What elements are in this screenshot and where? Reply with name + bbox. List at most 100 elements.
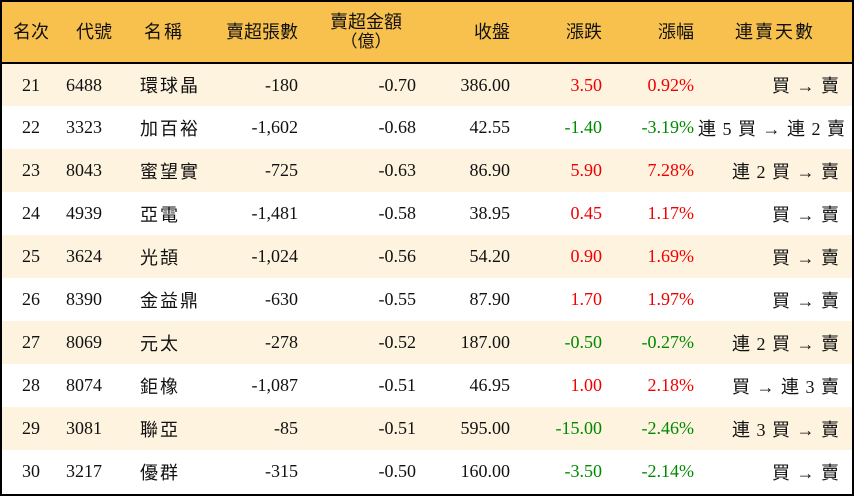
cell-net-sell-amount: -0.70 — [378, 74, 417, 95]
cell-code[interactable]: 8390 — [66, 289, 102, 309]
cell-change: -0.50 — [564, 332, 603, 352]
cell-change: 0.45 — [570, 203, 603, 223]
cell-net-sell-amount: -0.51 — [378, 375, 417, 395]
cell-net-sell-amount: -0.52 — [378, 332, 417, 352]
table-row: 22 3323 加百裕 -1,602 -0.68 42.55 -1.40 -3.… — [2, 106, 852, 149]
cell-change: 1.00 — [570, 375, 603, 395]
cell-name[interactable]: 元太 — [140, 333, 180, 354]
header-net-sell-lots[interactable]: 賣超張數 — [226, 21, 298, 42]
cell-net-sell-amount: -0.63 — [378, 160, 417, 180]
cell-net-sell-amount: -0.68 — [378, 117, 417, 137]
cell-net-sell-amount: -0.51 — [378, 418, 417, 438]
cell-rank: 22 — [22, 117, 40, 137]
cell-streak: 連 2 買 → 賣 — [732, 333, 840, 354]
cell-name[interactable]: 蜜望實 — [140, 161, 200, 182]
cell-code[interactable]: 4939 — [66, 203, 102, 223]
cell-change-pct: -2.14% — [641, 461, 695, 481]
cell-code[interactable]: 8069 — [66, 332, 102, 352]
cell-streak: 連 3 買 → 賣 — [732, 419, 840, 440]
cell-rank: 25 — [22, 246, 40, 266]
cell-change-pct: 7.28% — [647, 160, 695, 180]
cell-name[interactable]: 金益鼎 — [140, 290, 200, 311]
cell-close: 46.95 — [469, 375, 511, 395]
cell-close: 86.90 — [469, 160, 511, 180]
cell-net-sell-lots: -630 — [265, 289, 298, 309]
cell-streak: 買 → 賣 — [772, 247, 840, 268]
table-header-row: 名次 代號 名稱 賣超張數 賣超金額 （億） 收盤 漲跌 漲幅 連賣天數 — [2, 2, 852, 63]
cell-net-sell-amount: -0.55 — [378, 289, 417, 309]
cell-name[interactable]: 環球晶 — [140, 76, 200, 96]
cell-rank: 30 — [22, 461, 40, 481]
cell-name[interactable]: 亞電 — [140, 204, 180, 225]
cell-change-pct: 1.69% — [647, 246, 695, 266]
cell-net-sell-amount: -0.56 — [378, 246, 417, 266]
cell-close: 595.00 — [460, 418, 511, 438]
cell-streak: 買 → 賣 — [772, 76, 840, 96]
cell-change-pct: 1.17% — [647, 203, 695, 223]
table-row: 21 6488 環球晶 -180 -0.70 386.00 3.50 0.92%… — [2, 63, 852, 106]
header-close[interactable]: 收盤 — [474, 21, 510, 42]
cell-change-pct: 0.92% — [647, 74, 695, 95]
header-change[interactable]: 漲跌 — [566, 21, 602, 42]
cell-close: 160.00 — [460, 461, 511, 481]
header-streak[interactable]: 連賣天數 — [735, 21, 815, 42]
cell-name[interactable]: 鉅橡 — [140, 376, 180, 397]
table-row: 25 3624 光頡 -1,024 -0.56 54.20 0.90 1.69%… — [2, 235, 852, 278]
header-name[interactable]: 名稱 — [144, 21, 184, 42]
header-change-pct[interactable]: 漲幅 — [658, 21, 694, 42]
cell-rank: 28 — [22, 375, 40, 395]
cell-rank: 27 — [22, 332, 40, 352]
cell-code[interactable]: 3624 — [66, 246, 102, 266]
cell-streak: 買 → 賣 — [772, 462, 840, 483]
cell-streak: 連 5 買 → 連 2 賣 — [698, 118, 846, 139]
cell-name[interactable]: 加百裕 — [140, 118, 200, 139]
cell-name[interactable]: 聯亞 — [140, 419, 180, 440]
cell-change-pct: 1.97% — [647, 289, 695, 309]
cell-code[interactable]: 3081 — [66, 418, 102, 438]
cell-name[interactable]: 優群 — [140, 462, 180, 483]
cell-code[interactable]: 8074 — [66, 375, 102, 395]
cell-close: 187.00 — [460, 332, 511, 352]
cell-name[interactable]: 光頡 — [140, 247, 180, 268]
cell-change: 5.90 — [570, 160, 603, 180]
cell-streak: 連 2 買 → 賣 — [732, 161, 840, 182]
cell-streak: 買 → 賣 — [772, 290, 840, 311]
cell-net-sell-lots: -315 — [265, 461, 298, 481]
cell-net-sell-lots: -1,602 — [251, 117, 299, 137]
cell-close: 386.00 — [460, 74, 511, 95]
cell-change: 3.50 — [570, 74, 603, 95]
cell-code[interactable]: 3323 — [66, 117, 102, 137]
table-row: 26 8390 金益鼎 -630 -0.55 87.90 1.70 1.97% … — [2, 278, 852, 321]
cell-code[interactable]: 3217 — [66, 461, 102, 481]
cell-net-sell-lots: -725 — [265, 160, 298, 180]
cell-streak: 買 → 賣 — [772, 204, 840, 225]
cell-rank: 21 — [22, 74, 40, 95]
table-row: 24 4939 亞電 -1,481 -0.58 38.95 0.45 1.17%… — [2, 192, 852, 235]
cell-net-sell-amount: -0.58 — [378, 203, 417, 223]
cell-change: -15.00 — [555, 418, 603, 438]
cell-change-pct: -2.46% — [641, 418, 695, 438]
table-row: 23 8043 蜜望實 -725 -0.63 86.90 5.90 7.28% … — [2, 149, 852, 192]
cell-net-sell-lots: -278 — [265, 332, 298, 352]
cell-net-sell-lots: -1,481 — [251, 203, 299, 223]
header-net-sell-amount[interactable]: 賣超金額 （億） — [302, 2, 420, 63]
header-rank[interactable]: 名次 — [13, 21, 49, 42]
table-row: 30 3217 優群 -315 -0.50 160.00 -3.50 -2.14… — [2, 450, 852, 493]
header-code[interactable]: 代號 — [76, 21, 112, 42]
cell-rank: 24 — [22, 203, 40, 223]
cell-net-sell-lots: -1,087 — [251, 375, 299, 395]
cell-code[interactable]: 6488 — [66, 74, 102, 95]
cell-rank: 26 — [22, 289, 40, 309]
cell-code[interactable]: 8043 — [66, 160, 102, 180]
cell-change: -3.50 — [564, 461, 603, 481]
cell-close: 54.20 — [469, 246, 511, 266]
cell-net-sell-amount: -0.50 — [378, 461, 417, 481]
cell-net-sell-lots: -180 — [265, 74, 298, 95]
cell-change: 1.70 — [570, 289, 603, 309]
cell-close: 87.90 — [469, 289, 511, 309]
cell-net-sell-lots: -85 — [274, 418, 298, 438]
header-net-sell-amount-label: 賣超金額 — [330, 12, 402, 32]
cell-close: 38.95 — [469, 203, 511, 223]
